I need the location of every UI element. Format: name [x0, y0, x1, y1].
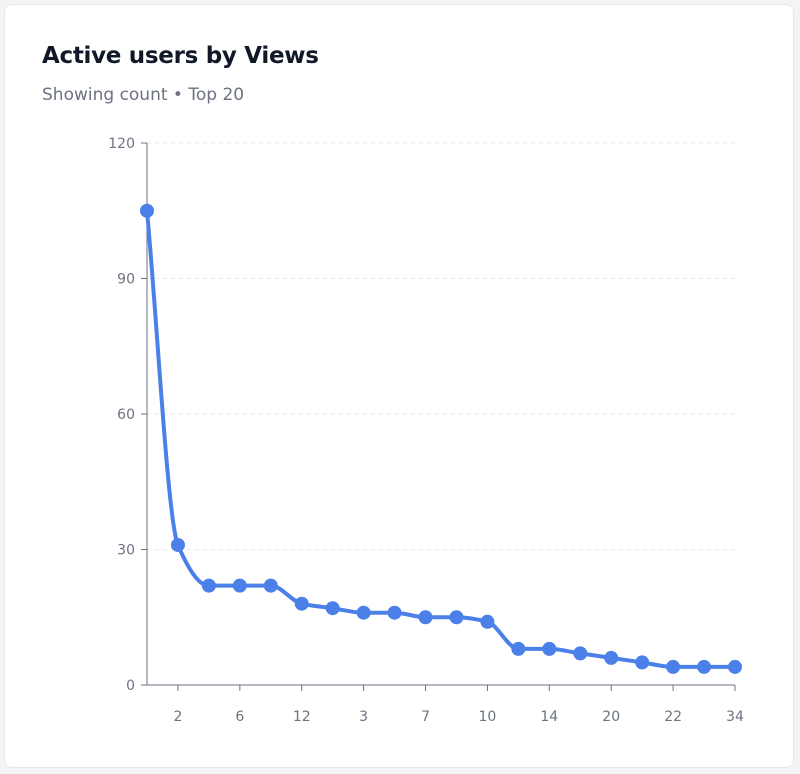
data-point[interactable] — [728, 659, 742, 674]
y-tick-label: 30 — [117, 543, 135, 559]
y-tick-label: 0 — [126, 678, 135, 694]
y-axis-ticks: 0 30 60 90 120 — [108, 136, 147, 694]
data-point[interactable] — [140, 203, 154, 218]
y-tick-label: 60 — [117, 407, 135, 423]
x-tick-label: 20 — [602, 709, 620, 725]
y-tick-label: 90 — [117, 272, 135, 288]
x-tick-label: 3 — [359, 709, 368, 725]
grid-lines — [147, 142, 735, 550]
data-point[interactable] — [697, 659, 712, 674]
x-tick-label: 34 — [726, 709, 744, 725]
data-point[interactable] — [232, 578, 247, 593]
data-point[interactable] — [201, 578, 216, 593]
chart-subtitle: Showing count • Top 20 — [42, 85, 245, 105]
x-axis-ticks: 2 6 12 3 7 10 14 20 22 34 — [173, 685, 744, 725]
series-line — [145, 208, 737, 669]
x-tick-label: 7 — [421, 709, 430, 725]
data-point[interactable] — [542, 641, 557, 656]
data-point[interactable] — [356, 605, 371, 620]
x-tick-label: 6 — [235, 709, 244, 725]
data-point[interactable] — [666, 659, 681, 674]
data-point[interactable] — [480, 614, 495, 629]
data-point[interactable] — [635, 655, 650, 670]
chart-title: Active users by Views — [42, 43, 319, 69]
x-tick-label: 22 — [664, 709, 682, 725]
data-point[interactable] — [294, 596, 309, 611]
x-tick-label: 10 — [479, 709, 497, 725]
x-tick-label: 2 — [173, 709, 182, 725]
chart-card: Active users by Views Showing count • To… — [4, 4, 794, 768]
data-point[interactable] — [604, 650, 619, 665]
data-point[interactable] — [387, 605, 402, 620]
x-tick-label: 14 — [540, 709, 558, 725]
data-point[interactable] — [418, 610, 433, 625]
data-point[interactable] — [263, 578, 278, 593]
data-point[interactable] — [511, 641, 526, 656]
data-point[interactable] — [573, 646, 588, 661]
x-tick-label: 12 — [293, 709, 311, 725]
data-point[interactable] — [170, 537, 185, 552]
data-point[interactable] — [325, 601, 340, 616]
series-users — [140, 203, 742, 674]
y-tick-label: 120 — [108, 136, 135, 152]
data-point[interactable] — [449, 610, 464, 625]
